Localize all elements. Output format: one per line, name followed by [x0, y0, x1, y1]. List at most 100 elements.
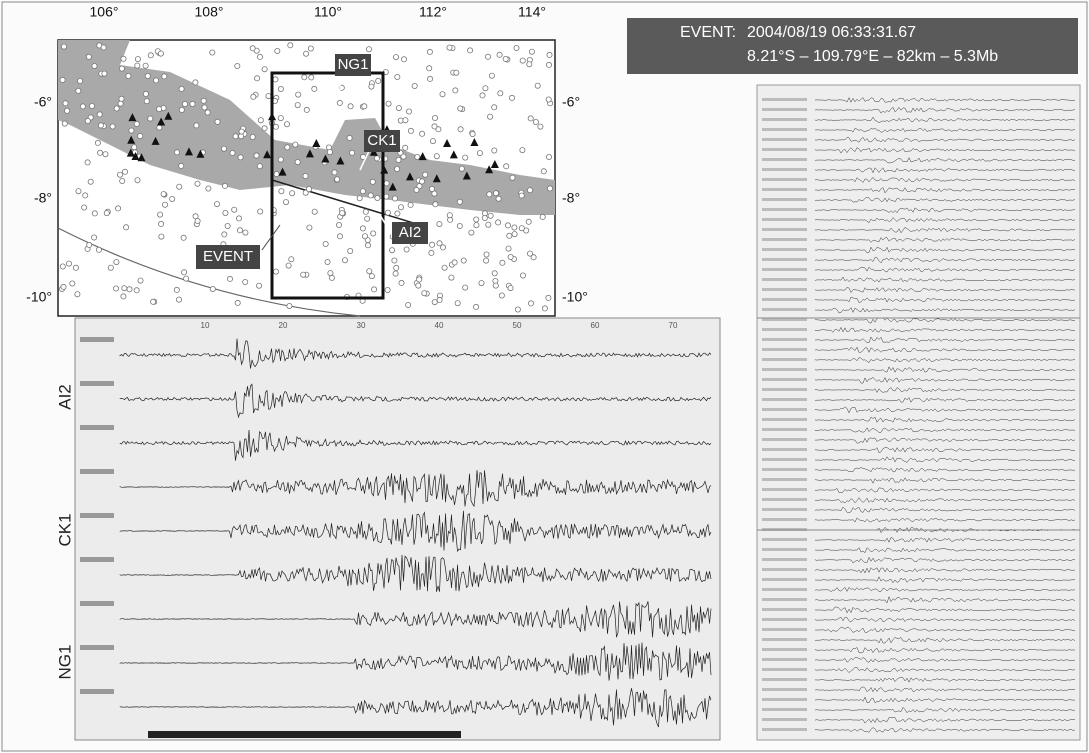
quake — [170, 196, 175, 201]
quake — [214, 202, 219, 207]
mini-label — [762, 478, 807, 481]
lon-label: 114° — [518, 4, 546, 20]
quake — [75, 292, 80, 297]
quake — [419, 179, 424, 184]
quake — [367, 269, 372, 274]
trace-label — [80, 689, 114, 694]
quake — [390, 248, 395, 253]
lat-label: -10° — [562, 289, 588, 305]
quake — [279, 189, 284, 194]
quake — [370, 179, 375, 184]
quake — [257, 54, 262, 59]
quake — [121, 56, 126, 61]
quake — [73, 265, 78, 270]
quake — [527, 188, 532, 193]
mini-label — [762, 338, 807, 341]
lat-label: -6° — [34, 94, 52, 110]
quake — [394, 55, 399, 60]
quake — [82, 205, 87, 210]
quake — [157, 107, 162, 112]
quake — [258, 118, 263, 123]
quake — [474, 223, 479, 228]
mini-label — [762, 428, 807, 431]
mini-label — [762, 278, 807, 281]
quake — [110, 124, 115, 129]
quake — [122, 169, 127, 174]
quake — [509, 95, 514, 100]
quake — [273, 124, 278, 129]
mini-label — [762, 298, 807, 301]
quake — [508, 286, 513, 291]
group-label: CK1 — [55, 513, 74, 546]
quake — [477, 151, 482, 156]
mini-label — [762, 608, 807, 611]
quake — [62, 121, 67, 126]
quake — [60, 77, 65, 82]
quake — [483, 86, 488, 91]
quake — [61, 284, 66, 289]
quake — [484, 258, 489, 263]
quake — [174, 287, 179, 292]
quake — [243, 230, 248, 235]
quake — [492, 271, 497, 276]
quake — [162, 202, 167, 207]
quake — [507, 233, 512, 238]
quake — [143, 91, 148, 96]
quake — [504, 164, 509, 169]
quake — [385, 210, 390, 215]
quake — [66, 261, 71, 266]
mini-label — [762, 288, 807, 291]
mini-label — [762, 688, 807, 691]
quake — [427, 66, 432, 71]
quake — [487, 192, 492, 197]
quake — [117, 172, 122, 177]
quake — [193, 80, 198, 85]
quake — [135, 63, 140, 68]
mini-label — [762, 178, 807, 181]
mini-label — [762, 118, 807, 121]
quake — [500, 260, 505, 265]
trace-label — [80, 337, 114, 342]
quake — [161, 192, 166, 197]
event-time: 2004/08/19 06:33:31.67 — [747, 24, 916, 41]
mini-label — [762, 578, 807, 581]
quake — [374, 156, 379, 161]
quake — [394, 265, 399, 270]
quake — [479, 281, 484, 286]
mini-label — [762, 248, 807, 251]
quake — [76, 88, 81, 93]
quake — [301, 272, 306, 277]
quake — [323, 241, 328, 246]
quake — [528, 301, 533, 306]
quake — [60, 264, 65, 269]
mini-label — [762, 208, 807, 211]
mini-label — [762, 628, 807, 631]
quake — [96, 247, 101, 252]
quake — [88, 179, 93, 184]
mini-label — [762, 368, 807, 371]
quake — [103, 152, 108, 157]
quake — [116, 206, 121, 211]
quake — [159, 221, 164, 226]
quake — [174, 150, 179, 155]
quake — [458, 106, 463, 111]
quake — [542, 306, 547, 311]
mini-label — [762, 158, 807, 161]
station-tag: CK1 — [367, 132, 396, 149]
quake — [406, 109, 411, 114]
quake — [408, 202, 413, 207]
quake — [286, 263, 291, 268]
mini-label — [762, 168, 807, 171]
quake — [362, 104, 367, 109]
quake — [474, 217, 479, 222]
quake — [287, 303, 292, 308]
quake — [496, 220, 501, 225]
quake — [92, 235, 97, 240]
quake — [432, 124, 437, 129]
quake — [278, 157, 283, 162]
lat-label: -8° — [34, 190, 52, 206]
quake — [135, 178, 140, 183]
quake — [503, 56, 508, 61]
quake — [114, 260, 119, 265]
overview-panel — [757, 85, 1080, 740]
